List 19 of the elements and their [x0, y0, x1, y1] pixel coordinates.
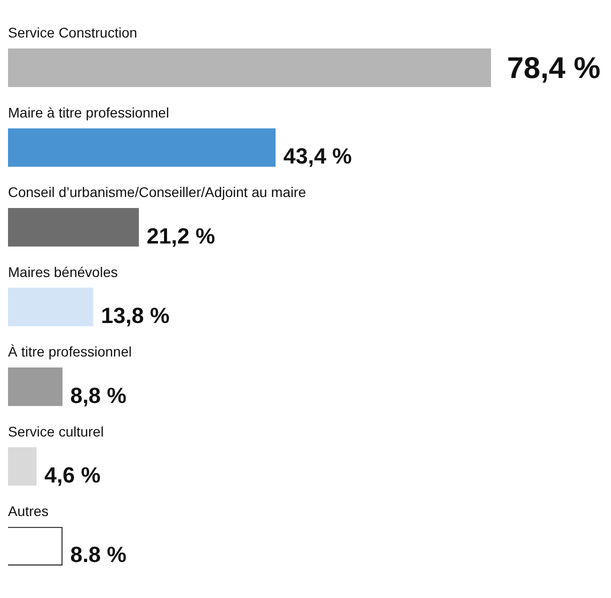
data-label: 13,8 %: [101, 303, 170, 328]
bar: [8, 128, 276, 167]
y-tick-label: Conseil d’urbanisme/Conseiller/Adjoint au maire: [8, 184, 306, 200]
y-tick-label: Service Construction: [8, 24, 138, 41]
data-label: 21,2 %: [146, 223, 216, 248]
data-label: 4,6 %: [44, 462, 101, 488]
y-tick-label: Maire à titre professionnel: [8, 104, 170, 120]
y-tick-label: Maires bénévoles: [8, 264, 118, 280]
bar: [8, 367, 63, 406]
y-tick-label: À titre professionnel: [8, 344, 132, 360]
bar: [8, 208, 139, 247]
data-label: 43,4 %: [283, 144, 352, 169]
bar: [8, 288, 94, 326]
y-tick-label: Autres: [8, 503, 48, 519]
bar: [8, 447, 37, 486]
data-label: 8.8 %: [70, 542, 126, 568]
y-tick-label: Service culturel: [8, 423, 104, 440]
data-label: 78,4 %: [507, 52, 600, 86]
data-label: 8,8 %: [70, 382, 126, 408]
